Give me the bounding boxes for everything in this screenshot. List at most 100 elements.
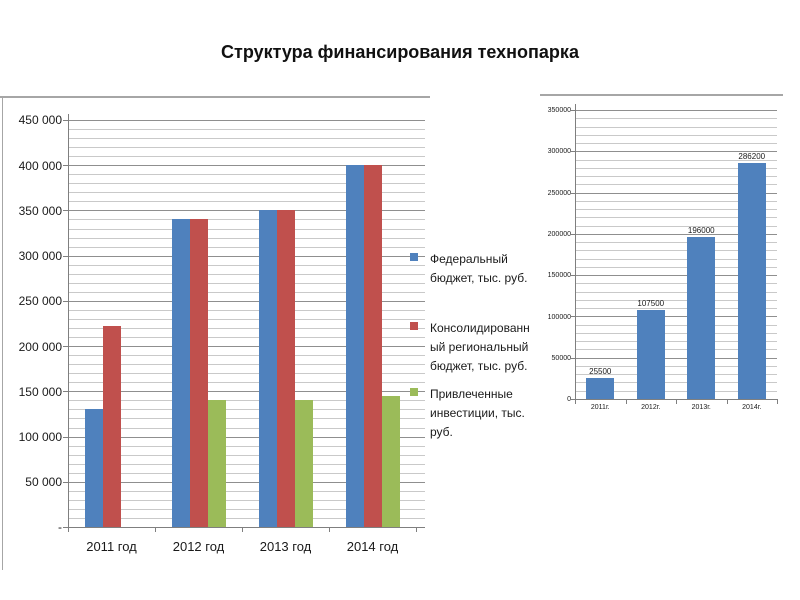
gridline-minor (575, 299, 777, 301)
gridline-minor (575, 225, 777, 227)
y-axis-label: 50000 (551, 354, 571, 362)
gridline-minor (68, 382, 425, 384)
y-tick (570, 110, 575, 111)
gridline-minor (68, 517, 425, 519)
gridline-major (68, 255, 425, 257)
gridline-minor (68, 291, 425, 293)
gridline-minor (68, 499, 425, 501)
gridline-minor (68, 147, 425, 149)
gridline-minor (575, 143, 777, 145)
legend-swatch-red (410, 322, 418, 330)
gridline-minor (575, 176, 777, 178)
gridline-minor (575, 258, 777, 260)
bar-red-2013 год (276, 210, 295, 527)
x-axis-label: 2014г. (742, 404, 762, 411)
gridline-minor (68, 364, 425, 366)
gridline-minor (575, 308, 777, 310)
bar-data-label: 196000 (687, 226, 715, 236)
y-axis-label: 200000 (547, 231, 571, 238)
bar-blue-2013г. (687, 237, 716, 399)
y-tick (63, 165, 68, 167)
x-tick (726, 399, 728, 404)
y-tick (63, 391, 68, 393)
y-axis-label: - (58, 520, 62, 535)
bar-green-2013 год (294, 400, 313, 527)
bar-red-2014 год (363, 165, 382, 527)
gridline-major (575, 357, 777, 359)
gridline-minor (68, 373, 425, 375)
gridline-minor (575, 266, 777, 268)
gridline-minor (68, 129, 425, 131)
gridline-minor (68, 418, 425, 420)
gridline-minor (575, 250, 777, 252)
gridline-major (575, 316, 777, 318)
bar-blue-2012г. (636, 310, 665, 399)
bar-green-2012 год (207, 400, 226, 527)
y-tick (63, 120, 68, 121)
bar-data-label: 25500 (589, 366, 612, 376)
gridline-minor (575, 217, 777, 219)
gridline-minor (575, 167, 777, 169)
x-tick (777, 399, 778, 404)
y-axis (575, 104, 576, 400)
gridline-minor (68, 246, 425, 248)
y-axis-label: 50 000 (25, 475, 62, 490)
gridline-minor (575, 349, 777, 351)
gridline-major (68, 120, 425, 121)
y-axis-label: 300000 (547, 148, 571, 156)
gridline-minor (68, 427, 425, 429)
gridline-minor (575, 324, 777, 326)
gridline-major (575, 110, 777, 111)
gridline-minor (68, 264, 425, 266)
y-axis-label: 100000 (547, 313, 571, 321)
gridline-minor (68, 273, 425, 275)
gridline-minor (575, 283, 777, 285)
gridline-minor (68, 282, 425, 284)
y-axis-label: 0 (533, 395, 571, 404)
y-tick (570, 357, 575, 359)
x-axis-label: 2014 год (346, 539, 399, 554)
y-axis-label: 350000 (547, 107, 571, 115)
gridline-minor (68, 219, 425, 221)
gridline-major (575, 151, 777, 153)
y-tick (63, 527, 68, 528)
gridline-minor (575, 332, 777, 334)
y-axis-label: 200 000 (18, 339, 62, 354)
gridline-minor (575, 291, 777, 293)
gridline-minor (68, 228, 425, 230)
gridline-minor (68, 237, 425, 239)
y-tick (63, 346, 68, 348)
gridline-minor (68, 174, 425, 176)
gridline-minor (68, 192, 425, 194)
legend-swatch-blue (410, 253, 418, 261)
x-axis-label: 2011г. (590, 404, 610, 411)
y-tick (63, 481, 68, 483)
gridline-minor (575, 200, 777, 202)
gridline-minor (68, 309, 425, 311)
bar-blue-2011 год (84, 409, 103, 527)
gridline-minor (68, 472, 425, 474)
y-axis-label: 300 000 (18, 249, 62, 264)
gridline-minor (68, 463, 425, 465)
gridline-major (68, 391, 425, 393)
gridline-minor (68, 201, 425, 203)
gridline-minor (575, 242, 777, 244)
y-tick (63, 436, 68, 438)
x-tick (625, 399, 627, 404)
gridline-minor (68, 183, 425, 185)
y-tick (570, 275, 575, 277)
gridline-minor (575, 184, 777, 186)
y-axis-label: 250 000 (18, 294, 62, 309)
gridline-minor (68, 508, 425, 510)
gridline-minor (68, 355, 425, 357)
left-chart-frame-left (2, 96, 3, 570)
gridline-major (68, 346, 425, 348)
gridline-minor (575, 382, 777, 384)
bar-data-label: 107500 (637, 299, 665, 309)
y-axis (68, 114, 69, 528)
legend-label: Привлеченные инвестиции, тыс. руб. (430, 387, 525, 439)
y-axis-label: 450 000 (18, 113, 62, 128)
